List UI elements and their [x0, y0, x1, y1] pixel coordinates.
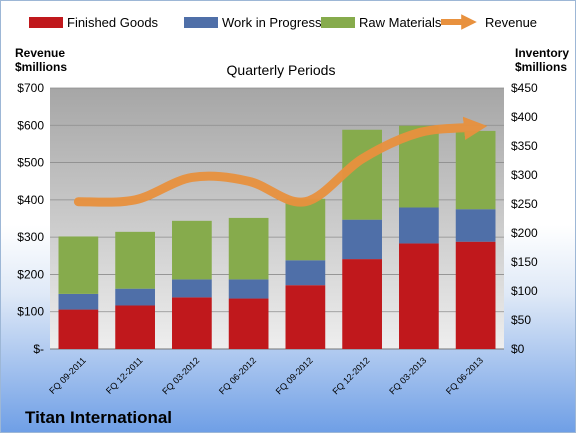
left-axis-title-line1: Revenue [15, 46, 65, 60]
bar-finished-goods-fq-12-2012 [342, 259, 382, 349]
legend-swatch-work-in-progress [184, 17, 218, 28]
bar-finished-goods-fq-03-2013 [399, 243, 439, 349]
category-label-fq-09-2011: FQ 09-2011 [47, 355, 88, 396]
bar-finished-goods-fq-03-2012 [172, 297, 212, 349]
right-tick-label: $450 [511, 81, 538, 95]
right-tick-label: $400 [511, 110, 538, 124]
bar-work-in-progress-fq-12-2011 [115, 288, 155, 306]
legend-swatch-finished-goods [29, 17, 63, 28]
bar-finished-goods-fq-09-2012 [285, 285, 326, 349]
bar-raw-materials-fq-06-2013 [455, 130, 496, 210]
category-label-fq-03-2013: FQ 03-2013 [387, 355, 428, 396]
category-label-fq-06-2012: FQ 06-2012 [217, 355, 258, 396]
category-label-fq-06-2013: FQ 06-2013 [444, 355, 485, 396]
bar-work-in-progress-fq-06-2012 [228, 279, 269, 299]
bar-finished-goods-fq-09-2011 [58, 309, 99, 349]
legend-swatch-raw-materials [321, 17, 355, 28]
right-tick-label: $150 [511, 255, 538, 269]
legend-label-raw-materials: Raw Materials [359, 15, 442, 30]
left-tick-label: $600 [17, 118, 44, 132]
bar-raw-materials-fq-03-2012 [172, 220, 212, 280]
bar-work-in-progress-fq-12-2012 [342, 219, 382, 260]
right-tick-label: $300 [511, 168, 538, 182]
chart-subtitle: Quarterly Periods [227, 62, 336, 78]
left-tick-label: $300 [17, 230, 44, 244]
left-tick-label: $400 [17, 193, 44, 207]
left-tick-label: $100 [17, 305, 44, 319]
category-label-fq-12-2012: FQ 12-2012 [331, 355, 372, 396]
bar-finished-goods-fq-06-2012 [228, 298, 269, 349]
legend: Finished Goods Work in Progress Raw Mate… [29, 14, 537, 30]
right-axis-title-line1: Inventory [515, 46, 569, 60]
right-axis-title-line2: $millions [515, 60, 567, 74]
right-tick-label: $0 [511, 342, 525, 356]
right-tick-label: $350 [511, 139, 538, 153]
category-label-fq-03-2012: FQ 03-2012 [160, 355, 201, 396]
legend-label-revenue: Revenue [485, 15, 537, 30]
bar-work-in-progress-fq-03-2013 [399, 207, 439, 244]
bar-work-in-progress-fq-03-2012 [172, 279, 212, 298]
category-labels: FQ 09-2011 FQ 12-2011 FQ 03-2012 FQ 06-2012… [47, 355, 485, 396]
right-tick-label: $250 [511, 197, 538, 211]
revenue-line [73, 116, 488, 207]
category-label-fq-09-2012: FQ 09-2012 [274, 355, 315, 396]
right-tick-label: $50 [511, 313, 531, 327]
legend-label-work-in-progress: Work in Progress [222, 15, 322, 30]
left-axis-ticks: $- $100 $200 $300 $400 $500 $600 $700 [17, 81, 44, 356]
bar-series [58, 125, 496, 349]
bar-raw-materials-fq-09-2011 [58, 236, 99, 294]
bar-finished-goods-fq-06-2013 [455, 241, 496, 349]
bar-raw-materials-fq-12-2011 [115, 231, 155, 289]
left-tick-label: $700 [17, 81, 44, 95]
series-line-revenue [73, 116, 488, 207]
left-tick-label: $200 [17, 267, 44, 281]
left-tick-label: $- [33, 342, 44, 356]
category-label-fq-12-2011: FQ 12-2011 [104, 355, 145, 396]
right-tick-label: $200 [511, 226, 538, 240]
bar-work-in-progress-fq-09-2012 [285, 260, 326, 286]
right-axis-ticks: $0 $50 $100 $150 $200 $250 $300 $350 $400 $450 [511, 81, 538, 356]
bar-work-in-progress-fq-06-2013 [455, 209, 496, 242]
bar-raw-materials-fq-09-2012 [285, 198, 326, 261]
left-tick-label: $500 [17, 156, 44, 170]
bar-finished-goods-fq-12-2011 [115, 305, 155, 349]
right-tick-label: $100 [511, 284, 538, 298]
bar-work-in-progress-fq-09-2011 [58, 293, 99, 310]
left-axis-title-line2: $millions [15, 60, 67, 74]
company-name: Titan International [25, 408, 172, 427]
bar-raw-materials-fq-06-2012 [228, 217, 269, 280]
legend-label-finished-goods: Finished Goods [67, 15, 159, 30]
